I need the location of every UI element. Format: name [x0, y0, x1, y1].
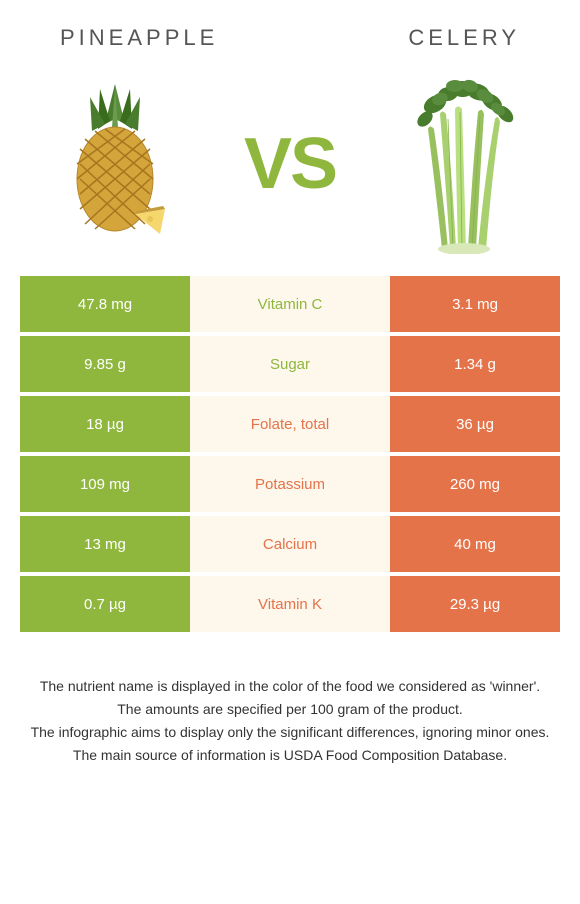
nutrient-row: 9.85 gSugar1.34 g — [20, 336, 560, 392]
nutrient-label: Potassium — [190, 456, 390, 512]
nutrient-row: 109 mgPotassium260 mg — [20, 456, 560, 512]
left-title: PINEAPPLE — [60, 25, 218, 51]
nutrient-left-value: 18 µg — [20, 396, 190, 452]
nutrient-row: 0.7 µgVitamin K29.3 µg — [20, 576, 560, 632]
footer-line: The nutrient name is displayed in the co… — [20, 676, 560, 697]
pineapple-icon — [30, 74, 200, 254]
nutrient-right-value: 3.1 mg — [390, 276, 560, 332]
nutrient-label: Vitamin K — [190, 576, 390, 632]
footer-line: The amounts are specified per 100 gram o… — [20, 699, 560, 720]
vs-label: VS — [244, 123, 336, 205]
nutrient-right-value: 40 mg — [390, 516, 560, 572]
nutrient-right-value: 29.3 µg — [390, 576, 560, 632]
nutrient-right-value: 1.34 g — [390, 336, 560, 392]
nutrient-label: Folate, total — [190, 396, 390, 452]
nutrient-label: Calcium — [190, 516, 390, 572]
nutrient-row: 18 µgFolate, total36 µg — [20, 396, 560, 452]
nutrient-label: Vitamin C — [190, 276, 390, 332]
footer-line: The infographic aims to display only the… — [20, 722, 560, 743]
nutrient-label: Sugar — [190, 336, 390, 392]
nutrient-left-value: 109 mg — [20, 456, 190, 512]
nutrient-left-value: 9.85 g — [20, 336, 190, 392]
nutrient-left-value: 47.8 mg — [20, 276, 190, 332]
celery-icon — [380, 74, 550, 254]
nutrient-table: 47.8 mgVitamin C3.1 mg9.85 gSugar1.34 g1… — [0, 276, 580, 632]
nutrient-right-value: 36 µg — [390, 396, 560, 452]
footer-line: The main source of information is USDA F… — [20, 745, 560, 766]
nutrient-left-value: 13 mg — [20, 516, 190, 572]
right-title: CELERY — [408, 25, 520, 51]
nutrient-row: 47.8 mgVitamin C3.1 mg — [20, 276, 560, 332]
footer-notes: The nutrient name is displayed in the co… — [0, 636, 580, 788]
nutrient-left-value: 0.7 µg — [20, 576, 190, 632]
nutrient-right-value: 260 mg — [390, 456, 560, 512]
nutrient-row: 13 mgCalcium40 mg — [20, 516, 560, 572]
